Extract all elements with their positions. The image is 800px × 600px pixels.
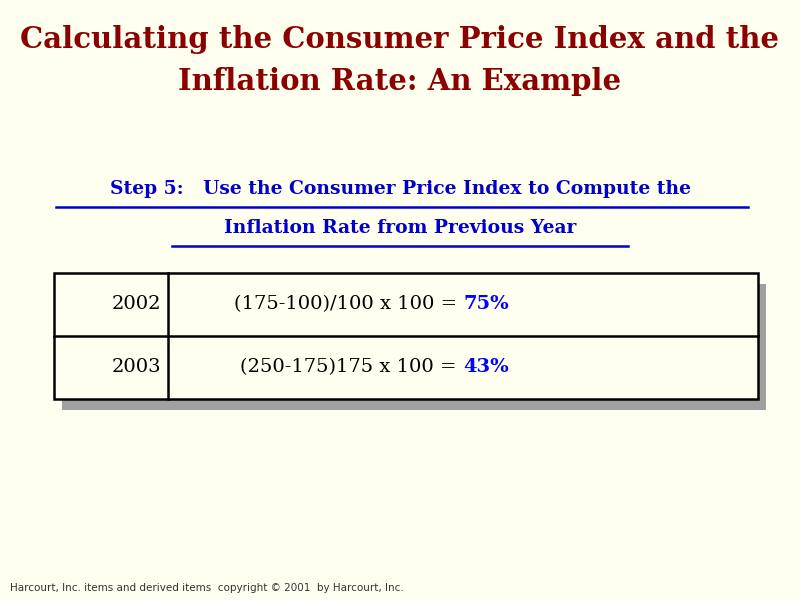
Text: 75%: 75%: [463, 295, 509, 313]
Text: Calculating the Consumer Price Index and the: Calculating the Consumer Price Index and…: [21, 25, 779, 53]
Text: Harcourt, Inc. items and derived items  copyright © 2001  by Harcourt, Inc.: Harcourt, Inc. items and derived items c…: [10, 583, 404, 593]
Text: Inflation Rate: An Example: Inflation Rate: An Example: [178, 67, 622, 95]
Text: Step 5:   Use the Consumer Price Index to Compute the: Step 5: Use the Consumer Price Index to …: [110, 180, 690, 198]
Text: (175-100)/100 x 100 =: (175-100)/100 x 100 =: [234, 295, 463, 313]
Text: Inflation Rate from Previous Year: Inflation Rate from Previous Year: [224, 219, 576, 237]
Text: 43%: 43%: [463, 358, 509, 377]
Text: 2002: 2002: [112, 295, 162, 313]
Text: 2003: 2003: [112, 358, 162, 377]
Text: (250-175)175 x 100 =: (250-175)175 x 100 =: [241, 358, 463, 377]
Bar: [54, 273, 758, 399]
Bar: [62, 284, 766, 410]
